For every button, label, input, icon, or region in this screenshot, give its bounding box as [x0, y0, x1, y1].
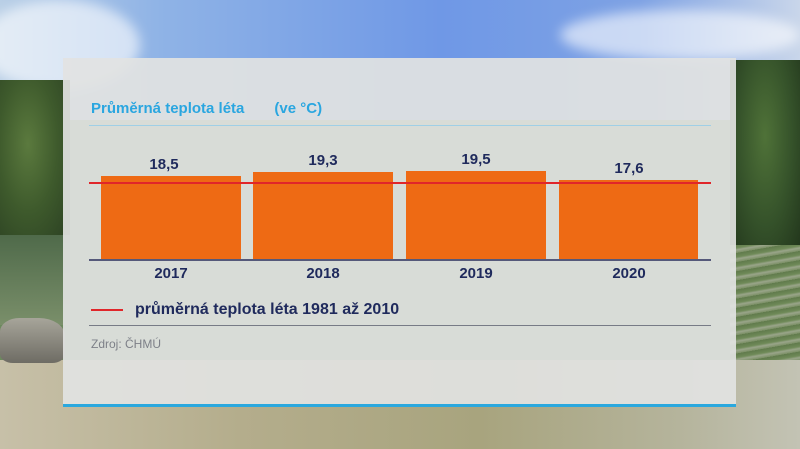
legend: průměrná teplota léta 1981 až 2010 — [91, 301, 399, 319]
bar-2019 — [406, 171, 546, 259]
source-note: Zdroj: ČHMÚ — [91, 337, 162, 351]
trees-left — [0, 80, 70, 240]
bar-2017 — [101, 176, 241, 259]
water-left — [0, 235, 70, 325]
legend-divider — [89, 325, 711, 326]
legend-label: průměrná teplota léta 1981 až 2010 — [135, 301, 400, 318]
bar-value-2018: 19,3 — [308, 152, 338, 169]
chart-panel: Průměrná teplota léta (ve °C) 18,5 2017 1… — [63, 58, 736, 407]
chart-title: Průměrná teplota léta — [91, 100, 245, 117]
rock — [0, 318, 65, 363]
chart-unit: (ve °C) — [274, 100, 323, 117]
bar-value-2017: 18,5 — [149, 156, 179, 173]
cloud — [560, 10, 800, 60]
bar-2018 — [253, 172, 393, 259]
legend-line-swatch — [91, 309, 123, 311]
category-2020: 2020 — [612, 265, 646, 282]
bar-value-2019: 19,5 — [461, 151, 491, 168]
title-divider — [89, 125, 711, 126]
bar-chart: 18,5 2017 19,3 2018 19,5 2019 17,6 2020 — [89, 138, 711, 288]
category-2018: 2018 — [306, 265, 340, 282]
trees-right — [730, 60, 800, 250]
chart-title-row: Průměrná teplota léta (ve °C) — [91, 100, 322, 117]
bar-2020 — [559, 180, 698, 259]
bar-value-2020: 17,6 — [614, 160, 644, 177]
category-2019: 2019 — [459, 265, 493, 282]
x-axis-baseline — [89, 259, 711, 261]
reference-line — [89, 182, 711, 184]
category-2017: 2017 — [154, 265, 188, 282]
